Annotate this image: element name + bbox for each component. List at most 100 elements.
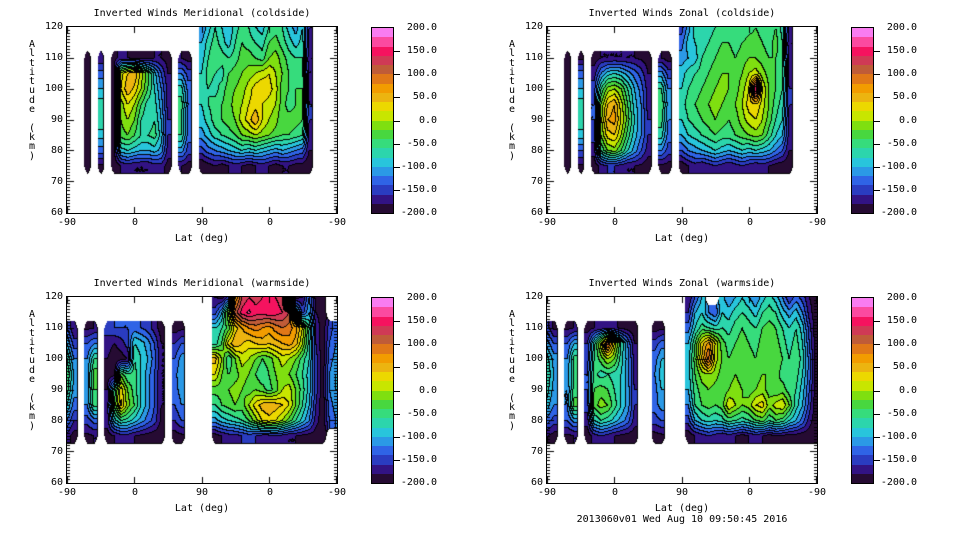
colorbar-band [852,176,873,186]
colorbar-band [372,111,393,121]
colorbar-tick [873,144,880,145]
colorbar-band [372,362,393,372]
x-axis-tick-label: 0 [746,487,754,498]
y-axis-tick-label: 120 [524,21,543,32]
colorbar-tick-label: -200.0 [880,477,917,488]
colorbar-band [852,464,873,474]
colorbar-band [852,120,873,130]
colorbar-band [372,298,393,308]
colorbar-band [852,157,873,167]
colorbar-tick [393,121,400,122]
y-axis-label-char: e [28,104,36,116]
colorbar-band [372,390,393,400]
x-axis-tick-label: -90 [537,487,557,498]
colorbar-tick [873,97,880,98]
colorbar-band [372,418,393,428]
y-axis-tick-label: 90 [50,114,63,125]
colorbar-band [372,74,393,84]
y-axis-label-char: ) [28,150,36,162]
y-axis-label-char: t [28,327,36,339]
colorbar-band [372,194,393,204]
y-axis-label-char: i [508,336,516,348]
colorbar-band [372,92,393,102]
y-axis-tick-label: 70 [50,446,63,457]
y-axis-label-char: m [508,411,516,423]
colorbar-band [852,129,873,139]
y-axis-label-char: l [508,318,516,330]
colorbar-band [372,83,393,93]
colorbar-band [372,203,393,213]
colorbar-band [852,473,873,483]
y-axis-label-char: t [508,346,516,358]
y-axis-label-char: A [28,309,36,320]
y-axis-label-char: ( [508,122,516,134]
colorbar-band [372,353,393,363]
colorbar-tick-label: 150.0 [406,315,437,326]
y-axis-tick-label: 100 [44,83,63,94]
x-axis-label: Lat (deg) [174,233,230,244]
y-axis-tick-label: 90 [530,384,543,395]
colorbar-tick [393,460,400,461]
colorbar-band [852,344,873,354]
colorbar-tick-label: -200.0 [880,207,917,218]
colorbar-band [852,55,873,65]
y-axis-tick-label: 80 [50,415,63,426]
y-axis-label-char: ( [508,392,516,404]
y-axis-tick-label: 80 [530,415,543,426]
plot-frame [546,26,818,214]
colorbar-band [852,335,873,345]
colorbar-tick-label: 200.0 [886,292,917,303]
colorbar-band [372,148,393,158]
colorbar-tick [393,414,400,415]
colorbar-tick-label: -50.0 [886,138,917,149]
colorbar-tick-label: 50.0 [412,91,437,102]
colorbar-band [852,399,873,409]
colorbar-band [372,166,393,176]
y-axis-tick-label: 60 [530,207,543,218]
colorbar-tick [873,74,880,75]
colorbar-tick [393,367,400,368]
x-axis-tick-label: 90 [675,487,689,498]
y-axis-label-char: t [508,327,516,339]
colorbar-tick [393,167,400,168]
plot-area-canvas [547,297,817,483]
colorbar-band [372,455,393,465]
y-axis-tick-label: 70 [530,446,543,457]
colorbar-tick-label: 0.0 [418,385,437,396]
y-axis-label-char: t [508,57,516,69]
colorbar-tick-label: 0.0 [898,385,917,396]
subplot-title: Inverted Winds Meridional (warmside) [93,278,311,289]
y-axis-tick-label: 70 [530,176,543,187]
colorbar-tick-label: -50.0 [406,408,437,419]
subplot-title: Inverted Winds Meridional (coldside) [93,8,311,19]
y-axis-tick-label: 90 [50,384,63,395]
colorbar-tick-label: 150.0 [886,45,917,56]
x-axis-tick-label: -90 [537,217,557,228]
colorbar-tick-label: -200.0 [400,207,437,218]
colorbar-band [852,325,873,335]
colorbar-band [372,185,393,195]
colorbar-band [852,436,873,446]
y-axis-label-char: i [508,66,516,78]
y-axis-label-char: t [28,76,36,88]
colorbar-band [852,307,873,317]
colorbar-band [852,102,873,112]
colorbar-band [372,46,393,56]
colorbar-band [852,455,873,465]
colorbar-band [372,436,393,446]
colorbar-tick [873,391,880,392]
y-axis-label-char: m [28,141,36,153]
x-axis-label: Lat (deg) [654,503,710,514]
x-axis-label: Lat (deg) [174,503,230,514]
colorbar-band [372,28,393,38]
subplot-zonal-coldside: Inverted Winds Zonal (coldside) 120 110 100… [480,0,960,270]
y-axis-tick-label: 60 [530,477,543,488]
y-axis-label-char: t [28,346,36,358]
y-axis-label-char: d [28,364,36,376]
x-axis-tick-label: 0 [611,487,619,498]
colorbar-band [372,427,393,437]
colorbar-tick-label: 200.0 [406,22,437,33]
y-axis-tick-label: 70 [50,176,63,187]
